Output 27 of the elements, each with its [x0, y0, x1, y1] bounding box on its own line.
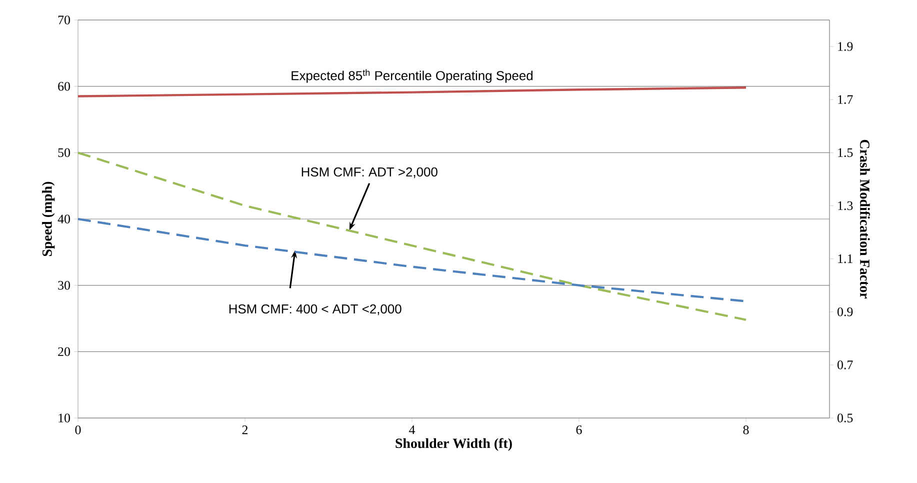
y-tick-label: 10	[58, 414, 70, 422]
y2-tick-label: 0.7	[838, 360, 853, 370]
x-tick-label: 2	[242, 426, 248, 434]
x-tick-label: 8	[743, 426, 749, 434]
x-tick-label: 6	[576, 426, 582, 434]
y2-tick-label: 0.9	[838, 307, 853, 316]
line-series	[78, 86, 748, 98]
y2-tick-label: 1.1	[838, 254, 852, 264]
y-tick-label: 70	[58, 16, 70, 24]
y-tick-label: 20	[58, 347, 70, 356]
y2-tick-label: 1.5	[838, 148, 853, 158]
y2-axis-title: Crash Modification Factor	[860, 140, 870, 298]
annotation: Expected 85$^{th}$ Percentile Operating Speed	[292, 69, 533, 83]
y2-tick-label: 0.5	[838, 414, 853, 422]
x-tick-label: 0	[75, 426, 81, 434]
x-tick-label: 4	[409, 426, 416, 434]
y-tick-label: 30	[58, 280, 70, 290]
y-tick-label: 60	[58, 82, 70, 91]
annotation: HSM CMF: 400 < ADT <2,000	[229, 304, 402, 316]
y2-tick-label: 1.3	[838, 201, 853, 210]
y2-tick-label: 1.9	[838, 42, 853, 51]
annotation: HSM CMF: ADT >2,000	[302, 167, 438, 178]
y-axis-title: Speed (mph)	[42, 182, 55, 256]
y-tick-label: 40	[58, 214, 70, 224]
y2-tick-label: 1.7	[838, 95, 853, 104]
y-tick-label: 50	[58, 148, 70, 158]
x-axis-title: Shoulder Width (ft)	[396, 438, 512, 451]
